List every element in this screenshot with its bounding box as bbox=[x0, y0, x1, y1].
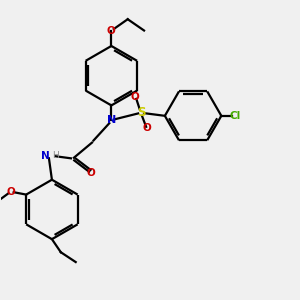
Text: O: O bbox=[86, 168, 95, 178]
Text: O: O bbox=[143, 123, 152, 133]
Text: N: N bbox=[107, 115, 116, 125]
Text: H: H bbox=[52, 152, 59, 160]
Text: S: S bbox=[137, 106, 145, 119]
Text: Cl: Cl bbox=[230, 111, 241, 121]
Text: O: O bbox=[131, 92, 140, 102]
Text: N: N bbox=[41, 151, 50, 161]
Text: O: O bbox=[107, 26, 116, 35]
Text: O: O bbox=[6, 187, 15, 196]
